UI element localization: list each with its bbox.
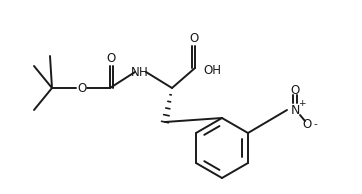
Text: OH: OH xyxy=(203,63,221,76)
Text: O: O xyxy=(290,83,300,96)
Text: N: N xyxy=(290,104,300,117)
Text: O: O xyxy=(106,53,115,66)
Text: +: + xyxy=(298,99,306,107)
Text: O: O xyxy=(302,118,312,131)
Text: O: O xyxy=(189,33,199,46)
Text: N: N xyxy=(131,66,139,79)
Text: -: - xyxy=(313,119,317,129)
Text: H: H xyxy=(139,66,147,79)
Text: O: O xyxy=(77,81,87,94)
